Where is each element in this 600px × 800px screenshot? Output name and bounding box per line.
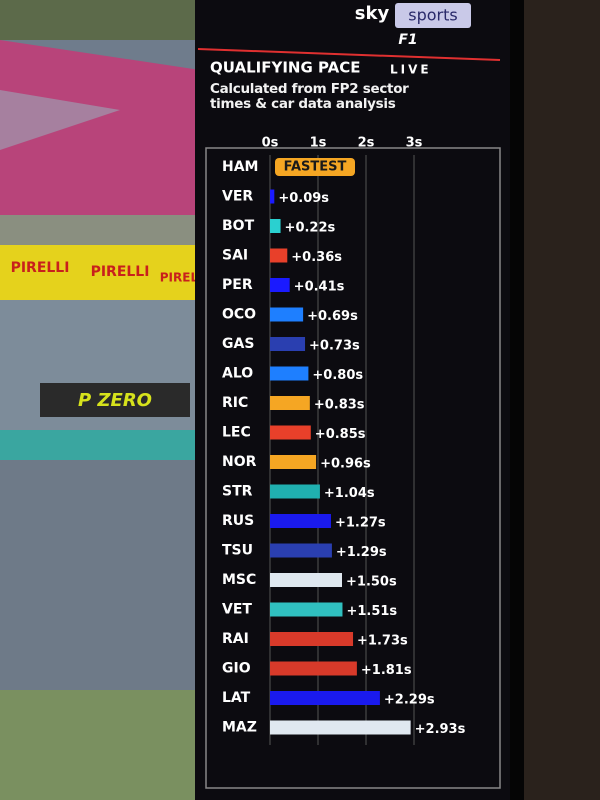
category-label: NOR — [222, 454, 257, 470]
value-label: +0.73s — [309, 339, 360, 354]
banner-text: P ZERO — [78, 390, 152, 411]
category-label: VET — [222, 602, 252, 618]
category-label: LEC — [222, 425, 251, 441]
bar — [270, 573, 342, 587]
x-tick-label: 2s — [358, 136, 375, 151]
brand-box — [395, 3, 471, 28]
category-label: PER — [222, 277, 253, 293]
tv-panel — [195, 0, 520, 800]
wall — [520, 0, 600, 800]
channel: sports — [408, 6, 457, 25]
value-label: +1.27s — [335, 516, 386, 531]
category-label: LAT — [222, 690, 251, 706]
category-label: RIC — [222, 395, 248, 411]
category-label: RUS — [222, 513, 254, 529]
category-label: MAZ — [222, 720, 257, 736]
banner-text: PIRELLI — [91, 264, 150, 280]
category-label: HAM — [222, 159, 258, 175]
category-label: GAS — [222, 336, 254, 352]
category-label: MSC — [222, 572, 256, 588]
value-label: +0.83s — [314, 398, 365, 413]
category-label: SAI — [222, 248, 248, 264]
grandstand-pattern — [0, 90, 120, 150]
bar — [270, 425, 311, 440]
bar — [270, 278, 290, 292]
bar — [270, 661, 357, 676]
category-label: TSU — [222, 543, 253, 559]
category-label: VER — [222, 189, 253, 205]
bar — [270, 366, 309, 381]
chart-subtitle: Calculated from FP2 sector times & car d… — [210, 81, 409, 112]
bar — [270, 307, 304, 322]
header-rule — [197, 48, 501, 61]
asphalt — [0, 460, 200, 700]
category-label: OCO — [222, 307, 256, 323]
bar — [270, 455, 317, 469]
chart-frame — [205, 147, 501, 789]
grandstand — [0, 40, 200, 230]
value-label: +1.73s — [357, 634, 408, 649]
brand: sky — [355, 3, 390, 24]
value-label: +1.51s — [346, 604, 397, 619]
category-label: BOT — [222, 218, 255, 234]
pirelli-banner — [0, 245, 200, 300]
value-label: +1.50s — [346, 575, 397, 590]
banner-text: PIRELLI — [11, 260, 70, 276]
value-label: +0.69s — [307, 309, 358, 324]
value-label: +0.36s — [291, 250, 342, 265]
value-label: +1.29s — [336, 545, 387, 560]
bar — [270, 248, 288, 263]
live-badge: LIVE — [390, 63, 432, 77]
pzero-board — [40, 383, 190, 417]
kerb — [0, 430, 200, 460]
bar — [270, 337, 306, 351]
bar — [270, 632, 354, 646]
value-label: +1.04s — [324, 486, 375, 501]
value-label: +0.80s — [312, 368, 363, 383]
grass — [0, 690, 200, 800]
bar — [270, 484, 320, 499]
bar — [270, 514, 331, 528]
bar — [270, 219, 281, 233]
value-label: +0.09s — [278, 191, 329, 206]
category-label: RAI — [222, 631, 249, 647]
value-label: +2.93s — [415, 722, 466, 737]
value-label: +2.29s — [384, 693, 435, 708]
category-label: ALO — [222, 366, 253, 382]
trees — [0, 0, 200, 40]
series-logo: F1 — [398, 32, 417, 48]
category-label: GIO — [222, 661, 251, 677]
bar — [270, 691, 380, 705]
bar — [270, 720, 411, 735]
fastest-badge — [275, 158, 355, 176]
tv-bezel — [510, 0, 524, 800]
bar — [270, 396, 310, 410]
value-label: +0.22s — [285, 221, 336, 236]
category-label: STR — [222, 484, 253, 500]
bar — [270, 543, 332, 558]
bar — [270, 189, 275, 204]
value-label: +0.85s — [315, 427, 366, 442]
value-label: FASTEST — [284, 160, 347, 175]
value-label: +0.41s — [294, 280, 345, 295]
x-tick-label: 1s — [310, 136, 327, 151]
x-tick-label: 0s — [262, 136, 279, 151]
value-label: +0.96s — [320, 457, 371, 472]
value-label: +1.81s — [361, 663, 412, 678]
chart-title: QUALIFYING PACE — [210, 59, 360, 77]
x-tick-label: 3s — [406, 136, 423, 151]
fence — [0, 215, 200, 250]
bar — [270, 602, 343, 617]
